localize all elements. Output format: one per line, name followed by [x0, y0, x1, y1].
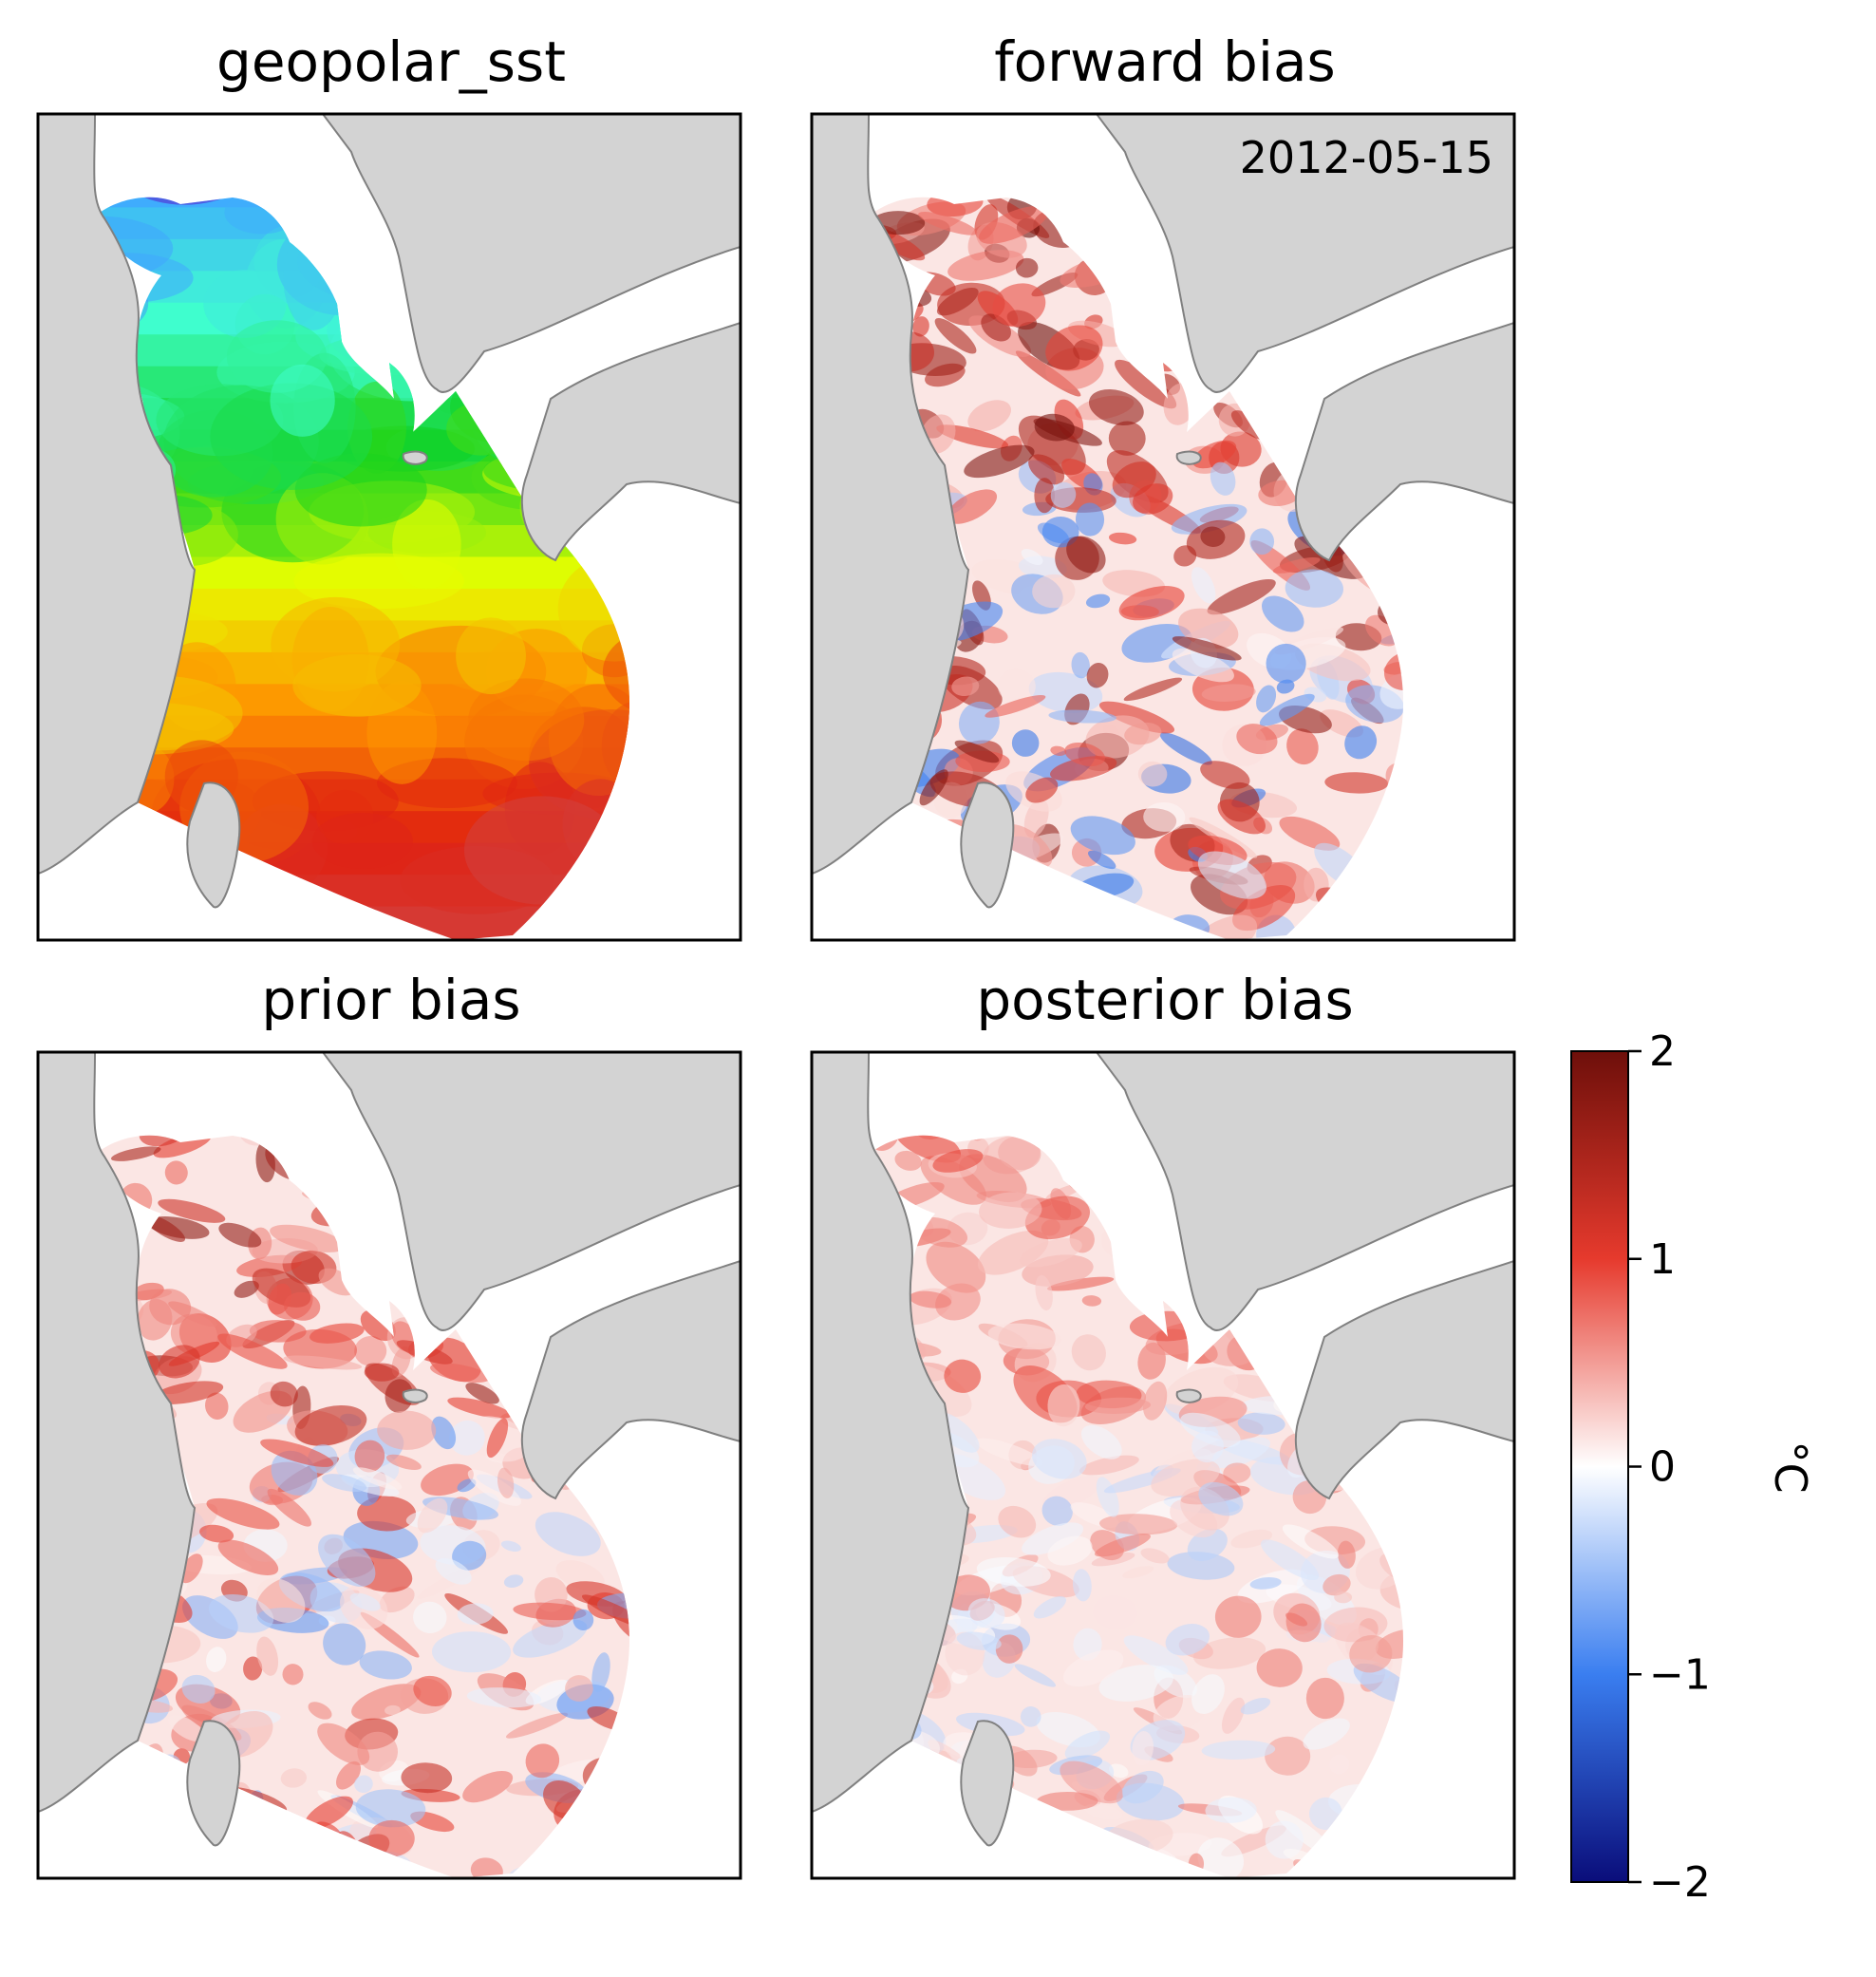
panel-title: geopolar_sst	[216, 29, 566, 94]
land	[812, 114, 1514, 909]
panel-title: posterior bias	[976, 968, 1353, 1032]
panel-frame	[810, 1050, 1516, 1880]
colorbar-label: °C	[1765, 1440, 1816, 1493]
colorbar-tick-label: −2	[1649, 1858, 1711, 1907]
colorbar: 2 1 0 −1 −2 °C	[1570, 1027, 1816, 1907]
panel-frame	[36, 1050, 742, 1880]
land	[38, 1052, 741, 1847]
panel-prior_bias: prior bias	[36, 968, 742, 1880]
panel-forward_bias: forward bias 2012-05-15	[810, 29, 1516, 942]
land	[38, 114, 741, 909]
panel-frame	[810, 112, 1516, 942]
colorbar-tick-label: −1	[1649, 1650, 1711, 1699]
land	[812, 1052, 1514, 1847]
panel-posterior_bias: posterior bias	[810, 968, 1516, 1880]
panel-geopolar_sst: geopolar_sst	[36, 29, 742, 942]
colorbar-tick-label: 1	[1649, 1235, 1676, 1284]
panel-title: forward bias	[994, 29, 1336, 94]
date-label: 2012-05-15	[1240, 132, 1493, 183]
colorbar-tick-label: 2	[1649, 1027, 1676, 1076]
colorbar-gradient	[1570, 1050, 1629, 1883]
colorbar-tick-label: 0	[1649, 1443, 1676, 1492]
panel-title: prior bias	[261, 968, 520, 1032]
panel-frame	[36, 112, 742, 942]
